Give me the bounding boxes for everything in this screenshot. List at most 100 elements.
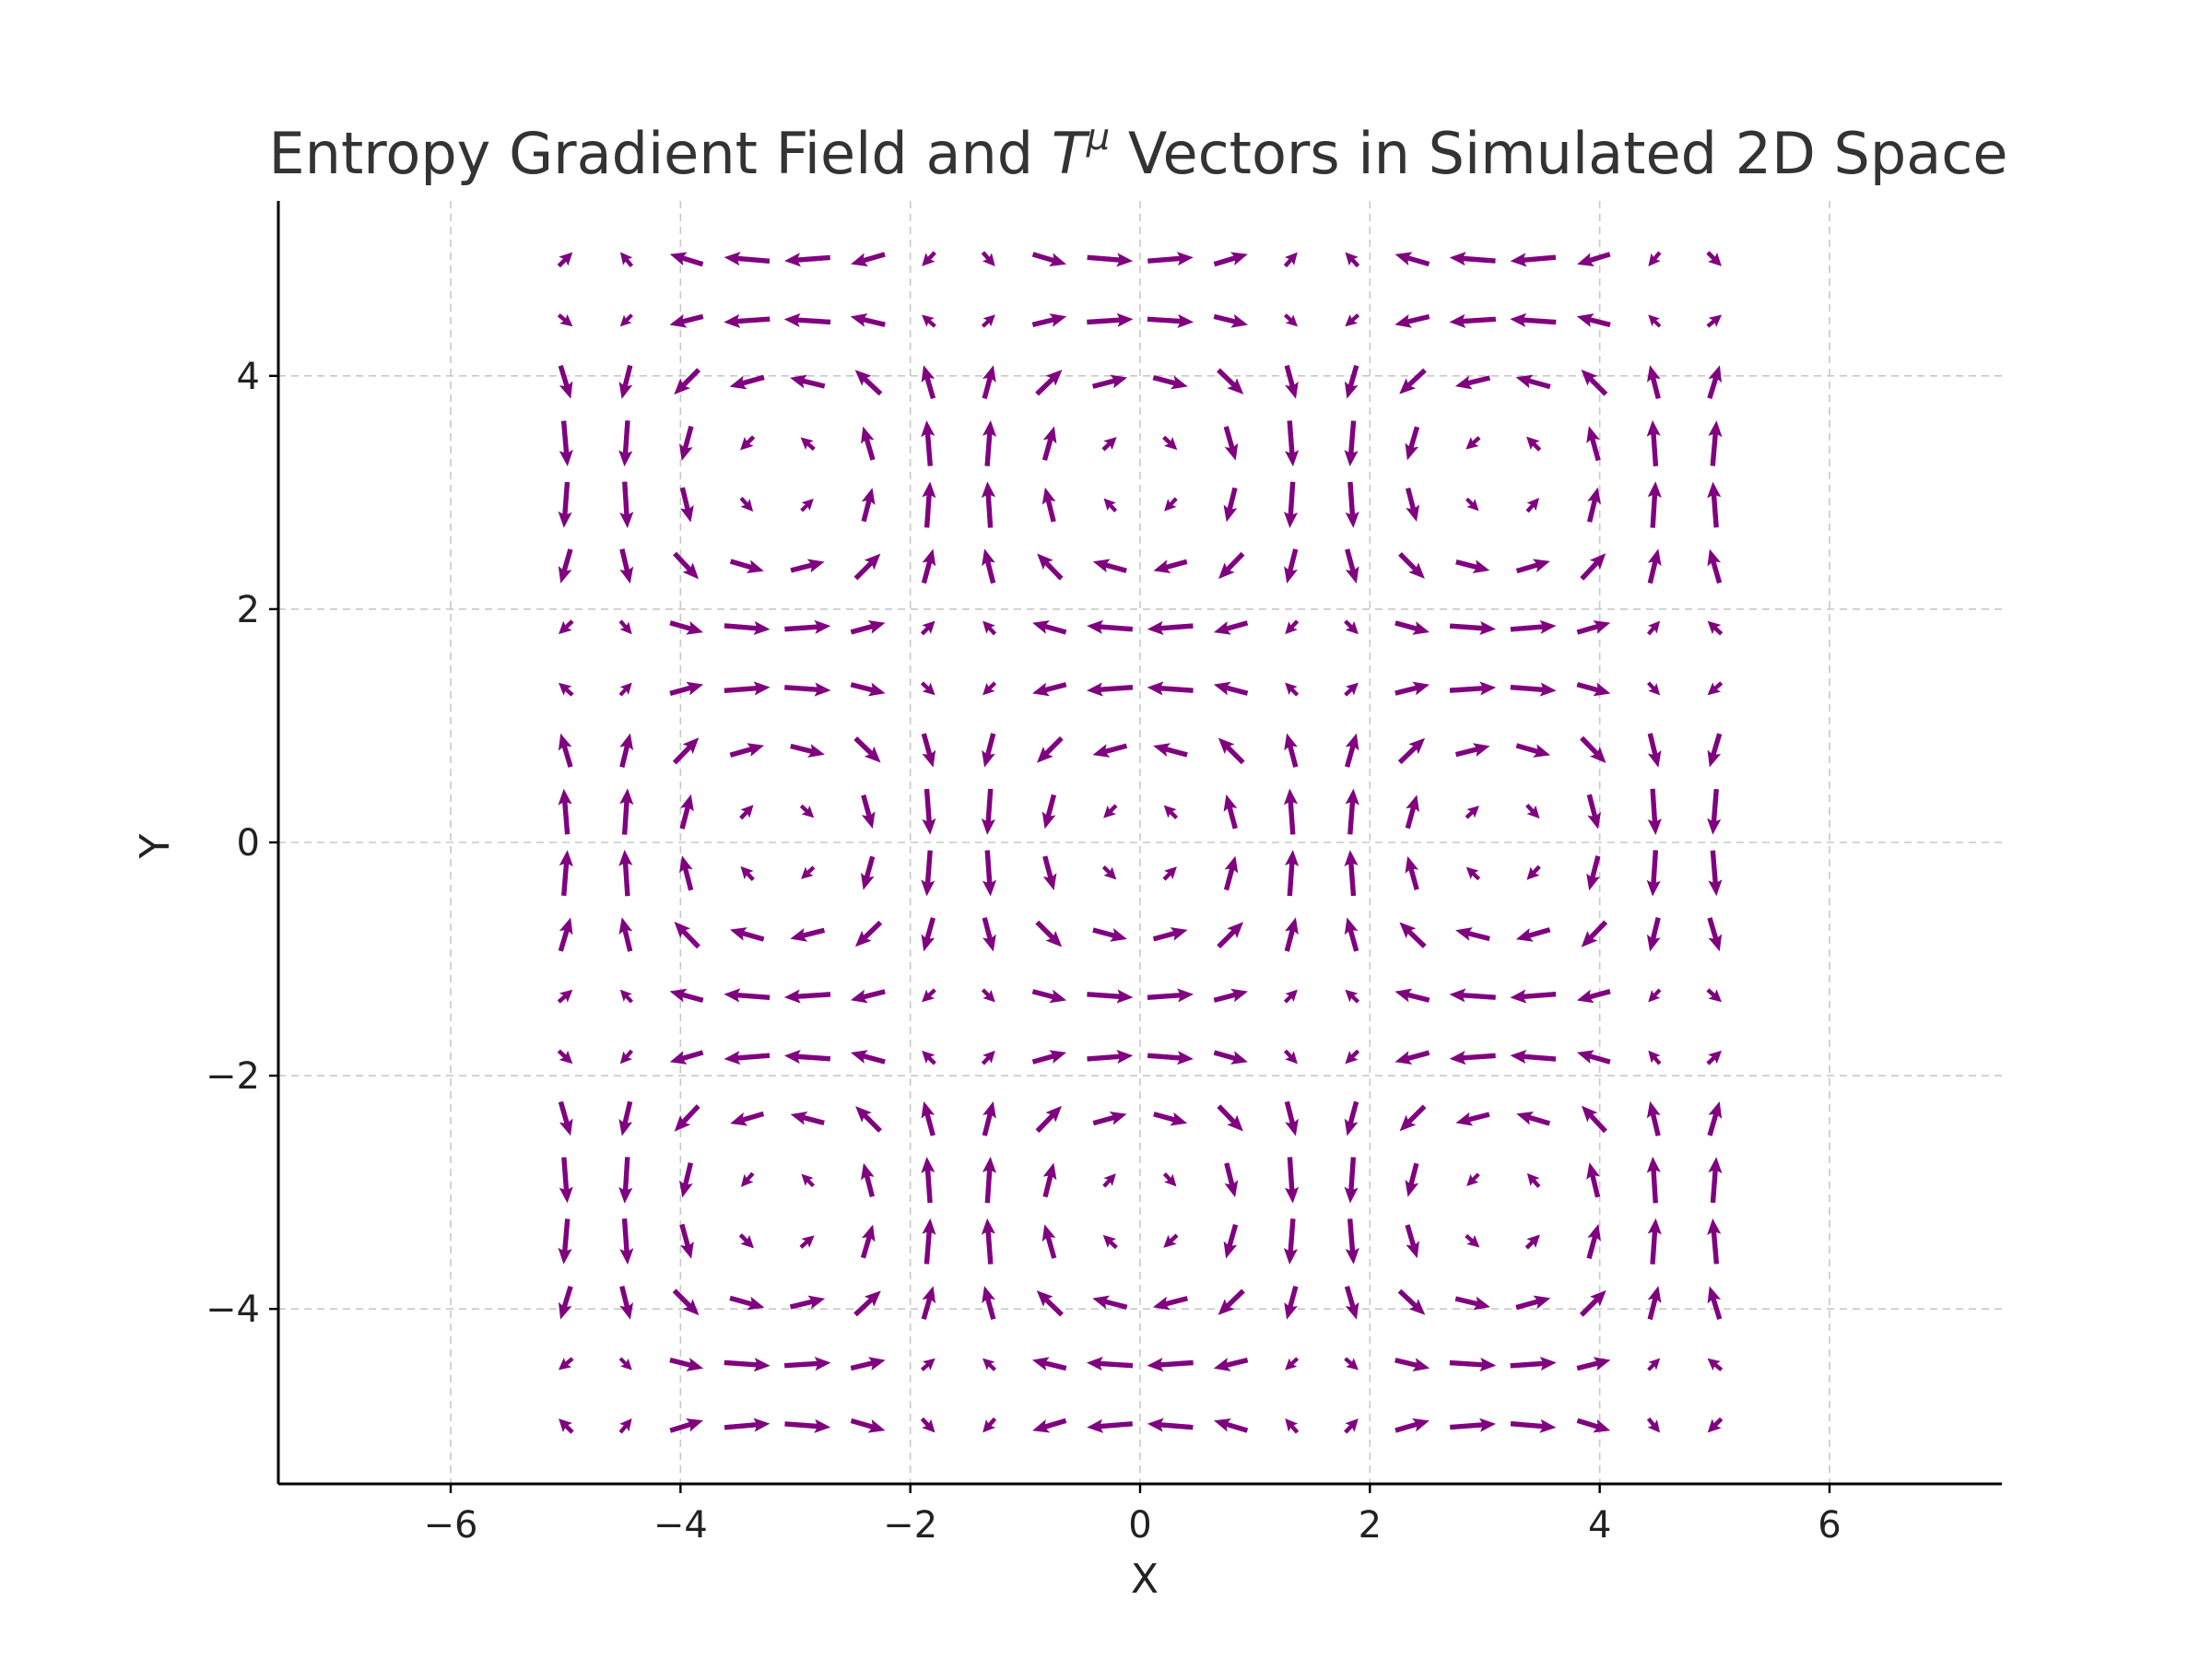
vector-arrow-shape bbox=[724, 681, 771, 696]
vector-arrow-shape bbox=[1405, 487, 1420, 523]
vector-arrow bbox=[1217, 368, 1244, 394]
vector-arrow-shape bbox=[1147, 681, 1194, 696]
vector-arrow bbox=[981, 481, 996, 528]
vector-arrow bbox=[618, 1357, 632, 1371]
vector-arrow-shape bbox=[982, 1100, 996, 1136]
vector-arrow bbox=[1152, 375, 1188, 390]
vector-arrow bbox=[1092, 1295, 1128, 1310]
vector-arrow bbox=[921, 1100, 935, 1136]
vector-arrow bbox=[921, 733, 936, 768]
vector-arrow bbox=[1345, 548, 1359, 584]
vector-arrow bbox=[790, 559, 825, 573]
vector-arrow bbox=[1284, 1157, 1300, 1204]
vector-arrow-shape bbox=[669, 252, 704, 267]
vector-arrow-shape bbox=[1103, 804, 1118, 818]
vector-arrow-shape bbox=[850, 1418, 886, 1433]
vector-arrow-shape bbox=[1399, 368, 1427, 394]
vector-arrow-shape bbox=[558, 548, 573, 583]
vector-arrow bbox=[1708, 420, 1723, 466]
vector-arrow-shape bbox=[1147, 252, 1194, 266]
vector-arrow bbox=[1031, 313, 1067, 327]
chart-title-prefix: Entropy Gradient Field and bbox=[268, 120, 1051, 187]
vector-arrow bbox=[854, 370, 883, 396]
vector-arrow bbox=[730, 1111, 765, 1126]
vector-arrow-shape bbox=[559, 1157, 573, 1204]
vector-arrow-shape bbox=[1163, 1233, 1179, 1248]
x-axis-label: X bbox=[1131, 1556, 1159, 1603]
vector-arrow-shape bbox=[790, 559, 825, 573]
vector-arrow bbox=[1580, 735, 1606, 763]
vector-arrow bbox=[559, 1418, 574, 1434]
vector-arrow-shape bbox=[1283, 989, 1298, 1004]
vector-arrow bbox=[669, 1357, 704, 1371]
vector-arrow bbox=[1515, 559, 1550, 574]
vector-arrow-shape bbox=[1576, 682, 1611, 697]
vector-arrow bbox=[1086, 1357, 1134, 1371]
vector-arrow bbox=[783, 1049, 831, 1065]
vector-arrow-shape bbox=[1285, 420, 1300, 467]
vector-arrow-shape bbox=[783, 312, 831, 327]
vector-arrow bbox=[724, 313, 771, 328]
vector-arrow-shape bbox=[557, 313, 573, 327]
vector-arrow bbox=[1087, 1049, 1134, 1065]
vector-arrow bbox=[1283, 788, 1299, 835]
vector-arrow bbox=[1147, 1418, 1194, 1432]
vector-arrow bbox=[1525, 498, 1540, 513]
vector-arrow-shape bbox=[1405, 855, 1419, 890]
vector-arrow-shape bbox=[1283, 252, 1298, 268]
vector-arrow-shape bbox=[981, 1050, 995, 1065]
vector-arrow bbox=[982, 1358, 997, 1371]
vector-arrow bbox=[1515, 1295, 1551, 1311]
vector-arrow-shape bbox=[982, 1286, 996, 1321]
vector-arrow-shape bbox=[800, 499, 814, 512]
vector-arrow bbox=[1164, 497, 1178, 512]
vector-arrow-shape bbox=[981, 251, 995, 266]
vector-arrow-shape bbox=[783, 989, 831, 1004]
vector-arrow-shape bbox=[1405, 426, 1420, 461]
vector-arrow bbox=[1449, 988, 1496, 1003]
x-tick-label: 2 bbox=[1359, 1504, 1382, 1547]
vector-arrow bbox=[558, 548, 573, 583]
vector-arrow bbox=[1399, 1104, 1427, 1132]
x-tick-label: 4 bbox=[1588, 1504, 1611, 1547]
vector-arrow-shape bbox=[1344, 619, 1359, 635]
vector-arrow-shape bbox=[1344, 1286, 1359, 1320]
vector-arrow bbox=[1344, 1418, 1359, 1434]
vector-arrow-shape bbox=[558, 481, 572, 528]
vector-arrow bbox=[1213, 681, 1249, 696]
vector-arrow-shape bbox=[1525, 803, 1540, 819]
vector-arrow-shape bbox=[738, 1233, 754, 1249]
vector-arrow bbox=[1647, 1218, 1662, 1265]
vector-arrow bbox=[1147, 988, 1194, 1003]
vector-arrow bbox=[618, 682, 632, 697]
vector-arrow-shape bbox=[922, 988, 936, 1003]
y-tick-label: −2 bbox=[206, 1055, 260, 1098]
vector-arrow-shape bbox=[557, 989, 573, 1004]
vector-arrow bbox=[790, 743, 825, 758]
vector-arrow-shape bbox=[982, 1157, 997, 1204]
vector-arrow bbox=[619, 548, 634, 584]
vector-arrow bbox=[1449, 252, 1496, 266]
vector-arrow bbox=[1648, 988, 1662, 1003]
vector-arrow bbox=[558, 365, 573, 399]
vector-arrow bbox=[1344, 682, 1359, 697]
vector-arrow bbox=[1345, 481, 1359, 528]
vector-arrow-shape bbox=[558, 917, 573, 952]
vector-arrow-shape bbox=[800, 437, 816, 452]
vector-arrow-shape bbox=[1344, 420, 1359, 467]
vector-arrow bbox=[1087, 312, 1134, 327]
vector-arrow bbox=[1147, 620, 1194, 636]
vector-arrow bbox=[1223, 1224, 1239, 1259]
vector-arrow bbox=[1646, 1156, 1661, 1204]
vector-arrow-shape bbox=[619, 313, 633, 327]
vector-arrow bbox=[1284, 548, 1299, 584]
vector-arrow-shape bbox=[1708, 850, 1723, 897]
vector-arrow bbox=[1344, 420, 1359, 467]
vector-arrow bbox=[558, 1100, 573, 1136]
vector-arrow bbox=[559, 1157, 573, 1204]
vector-arrow-shape bbox=[1576, 1357, 1611, 1371]
vector-arrow bbox=[1092, 927, 1127, 942]
vector-arrow bbox=[1449, 681, 1497, 696]
vector-arrow bbox=[1646, 850, 1661, 897]
vector-arrow bbox=[1449, 313, 1497, 328]
